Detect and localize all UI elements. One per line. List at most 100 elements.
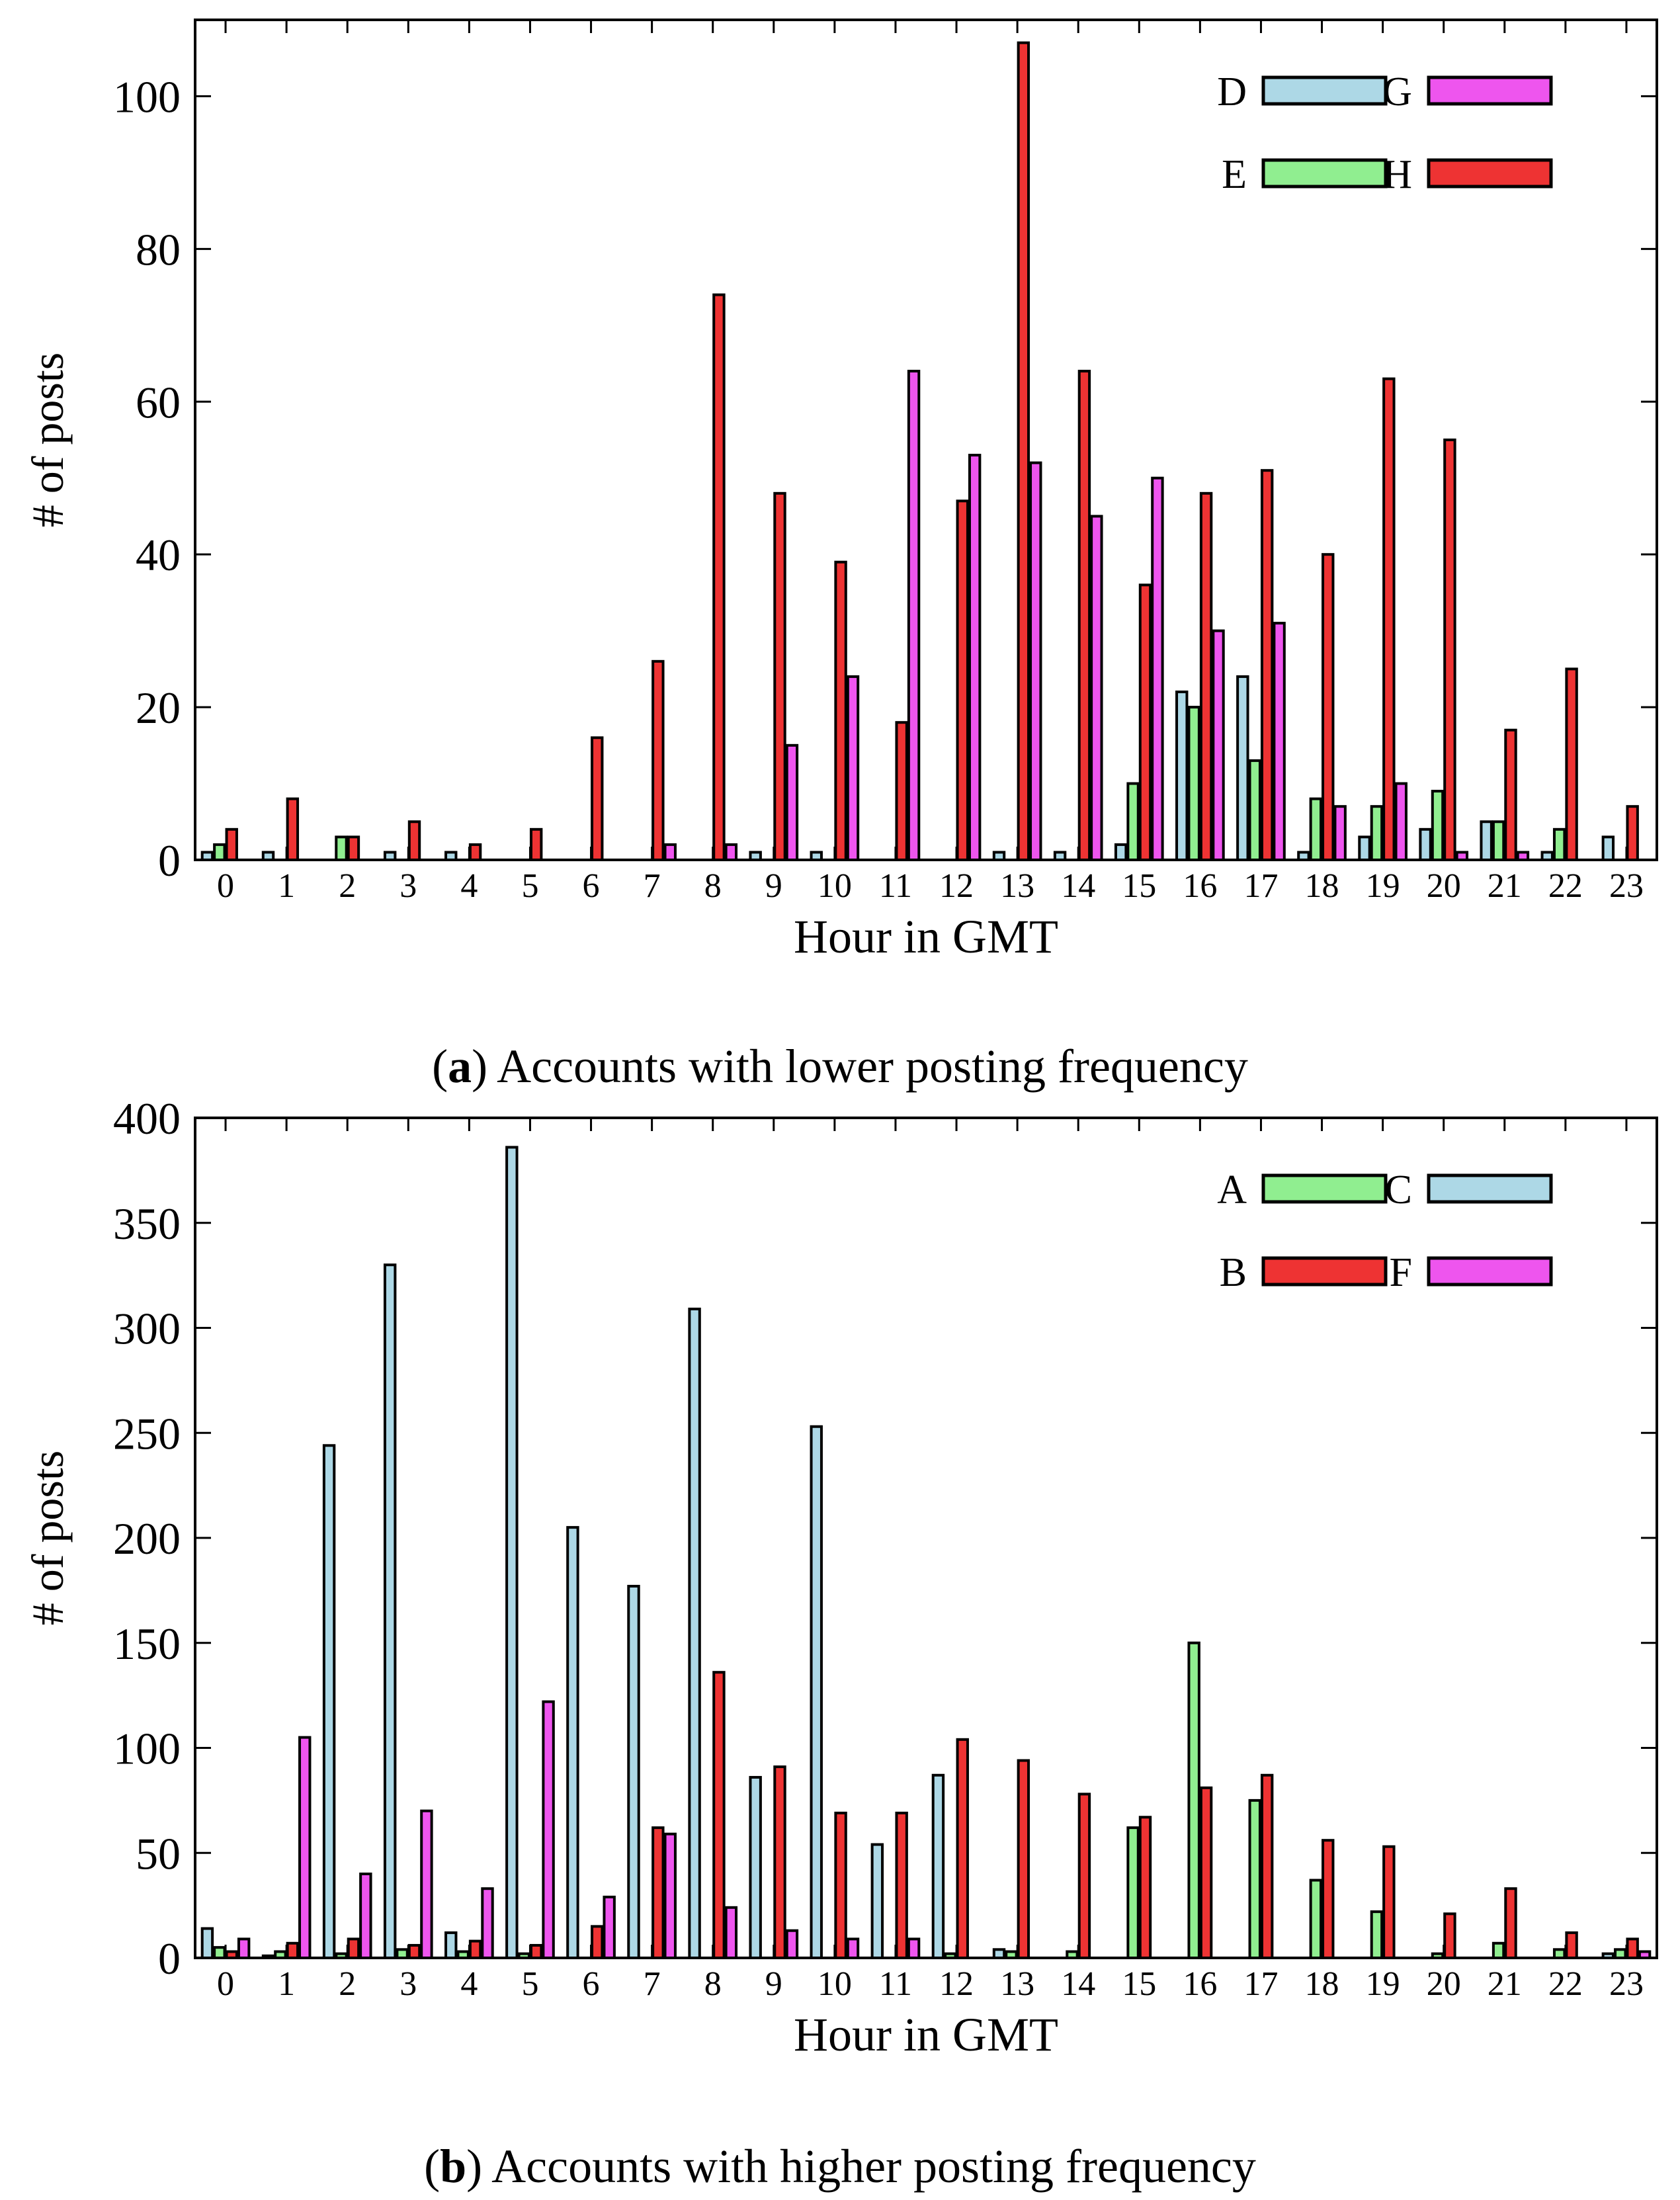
bar-A-19 [1370,1910,1384,1960]
bar-B-17 [1260,1773,1274,1960]
legend-label-E: E [1222,152,1247,197]
bar-A-21 [1491,1941,1505,1960]
y-tick-label: 60 [136,377,181,427]
bar-H-1 [286,797,300,861]
bar-H-18 [1322,553,1335,861]
bar-H-16 [1199,491,1213,861]
x-tick-label: 6 [583,1965,600,2003]
x-tick-label: 4 [460,867,478,905]
bar-D-22 [1540,851,1554,862]
x-tick-label: 10 [818,1965,852,2003]
x-tick-label: 10 [818,867,852,905]
bar-E-2 [335,835,348,862]
x-tick-label: 19 [1366,1965,1400,2003]
x-tick-label: 14 [1061,1965,1095,2003]
x-tick-label: 22 [1548,867,1583,905]
bar-F-2 [359,1873,372,1959]
y-tick-label: 50 [136,1828,181,1879]
x-tick-label: 4 [460,1965,478,2003]
x-tick-label: 12 [939,1965,974,2003]
y-tick-label: 40 [136,530,181,580]
bar-D-19 [1358,835,1371,862]
bar-D-15 [1114,843,1128,861]
legend-label-C: C [1385,1167,1412,1212]
bar-B-21 [1504,1887,1517,1959]
bar-F-10 [846,1937,860,1960]
bar-B-7 [651,1826,665,1960]
bar-F-7 [663,1832,677,1960]
bar-A-17 [1248,1798,1261,1959]
legend-label-B: B [1220,1250,1247,1295]
x-tick-label: 15 [1122,1965,1156,2003]
y-tick-label: 200 [113,1513,181,1564]
bar-H-22 [1565,667,1578,861]
bar-C-12 [931,1773,945,1960]
x-tick-label: 0 [217,867,234,905]
bar-C-1 [261,1954,275,1959]
bar-D-9 [749,851,762,862]
legend-label-F: F [1390,1250,1412,1295]
bar-A-2 [335,1952,348,1960]
caption-b: (b) Accounts with higher posting frequen… [424,2140,1256,2193]
x-tick-label: 19 [1366,867,1400,905]
bar-H-8 [712,293,726,861]
bar-C-4 [444,1931,458,1960]
caption-b-label: b [440,2140,467,2193]
bar-B-4 [468,1939,482,1959]
bar-G-20 [1455,851,1469,862]
bar-A-23 [1614,1948,1627,1960]
bar-F-11 [907,1937,921,1960]
bar-E-15 [1126,782,1140,861]
bar-A-12 [944,1952,957,1960]
bar-A-5 [517,1952,530,1960]
y-tick-label: 100 [113,71,181,122]
x-tick-label: 20 [1427,1965,1461,2003]
bar-H-17 [1260,469,1274,861]
legend-swatch-D [1261,75,1388,106]
x-tick-label: 8 [704,1965,722,2003]
bar-C-0 [200,1927,214,1960]
x-tick-label: 5 [521,867,538,905]
bar-G-16 [1212,629,1225,861]
x-tick-label: 14 [1061,867,1095,905]
y-tick-label: 100 [113,1724,181,1774]
y-tick-label: 0 [158,835,181,886]
x-tick-label: 23 [1609,1965,1644,2003]
bar-A-0 [213,1946,226,1959]
x-tick-label: 9 [765,867,782,905]
bar-H-0 [225,827,238,862]
bar-A-4 [456,1950,470,1959]
x-tick-label: 0 [217,1965,234,2003]
x-tick-label: 1 [278,867,295,905]
bar-A-15 [1126,1826,1140,1960]
bar-D-4 [444,851,458,862]
bar-B-18 [1322,1839,1335,1959]
bar-H-2 [347,835,360,862]
y-axis-label: # of posts [22,353,73,527]
bar-F-1 [298,1736,312,1959]
bar-H-11 [895,721,908,861]
bar-H-15 [1138,583,1152,861]
x-tick-label: 23 [1609,867,1644,905]
x-tick-label: 12 [939,867,974,905]
bar-C-9 [749,1775,762,1959]
bar-B-23 [1626,1937,1639,1960]
bar-B-5 [529,1943,543,1959]
bar-G-15 [1151,476,1164,861]
bar-A-13 [1005,1950,1018,1959]
bar-B-11 [895,1811,908,1960]
bar-G-12 [968,454,982,861]
bar-D-23 [1601,835,1615,862]
bar-G-21 [1516,851,1530,862]
x-tick-label: 1 [278,1965,295,2003]
plot-frame [194,19,1658,861]
x-tick-label: 18 [1305,867,1339,905]
bar-D-17 [1236,675,1249,862]
bar-H-19 [1382,377,1396,861]
bar-C-8 [688,1307,701,1959]
bar-H-20 [1443,439,1456,861]
bar-B-10 [834,1811,847,1960]
bar-H-5 [529,827,543,862]
x-tick-label: 13 [1000,1965,1034,2003]
